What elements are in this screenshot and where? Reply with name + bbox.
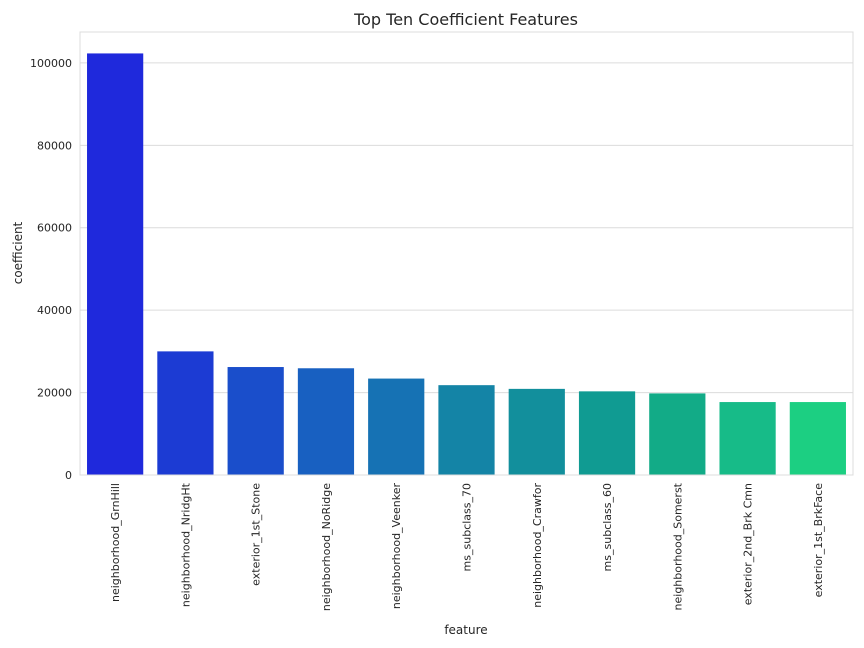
bar-8 — [649, 393, 706, 475]
x-axis-ticks: neighborhood_GrnHill neighborhood_NridgHt… — [109, 482, 825, 611]
bars — [87, 53, 846, 476]
y-tick-label: 0 — [65, 469, 72, 482]
y-tick-label: 20000 — [37, 387, 72, 400]
x-tick-label: neighborhood_NoRidge — [320, 483, 333, 611]
x-tick-label: neighborhood_Somerst — [671, 482, 684, 610]
bar-9 — [719, 402, 776, 475]
y-tick-label: 60000 — [37, 222, 72, 235]
y-axis-label: coefficient — [11, 221, 25, 284]
bar-1 — [157, 351, 214, 475]
bar-0 — [87, 53, 144, 476]
x-axis-label: feature — [444, 623, 487, 637]
y-axis-ticks: 0 20000 40000 60000 80000 100000 — [30, 57, 72, 482]
x-tick-label: neighborhood_GrnHill — [109, 483, 122, 602]
plot-frame — [79, 31, 854, 476]
bar-7 — [578, 391, 636, 475]
y-tick-label: 100000 — [30, 57, 72, 70]
bar-10 — [789, 402, 846, 475]
y-tick-label: 40000 — [37, 304, 72, 317]
x-tick-label: neighborhood_Veenker — [390, 483, 403, 610]
y-tick-label: 80000 — [37, 139, 72, 152]
chart-title: Top Ten Coefficient Features — [353, 10, 578, 29]
bar-2 — [227, 367, 284, 475]
x-tick-label: neighborhood_NridgHt — [179, 482, 192, 607]
bar-6 — [508, 388, 565, 475]
bar-4 — [368, 378, 425, 475]
x-tick-label: neighborhood_Crawfor — [531, 483, 544, 608]
bar-3 — [297, 368, 355, 475]
x-tick-label: ms_subclass_60 — [601, 483, 614, 571]
x-tick-label: exterior_1st_Stone — [250, 483, 263, 586]
x-tick-label: exterior_1st_BrkFace — [812, 483, 825, 598]
x-tick-label: ms_subclass_70 — [461, 483, 474, 571]
bar-5 — [438, 385, 495, 475]
x-tick-label: exterior_2nd_Brk Cmn — [742, 483, 755, 605]
